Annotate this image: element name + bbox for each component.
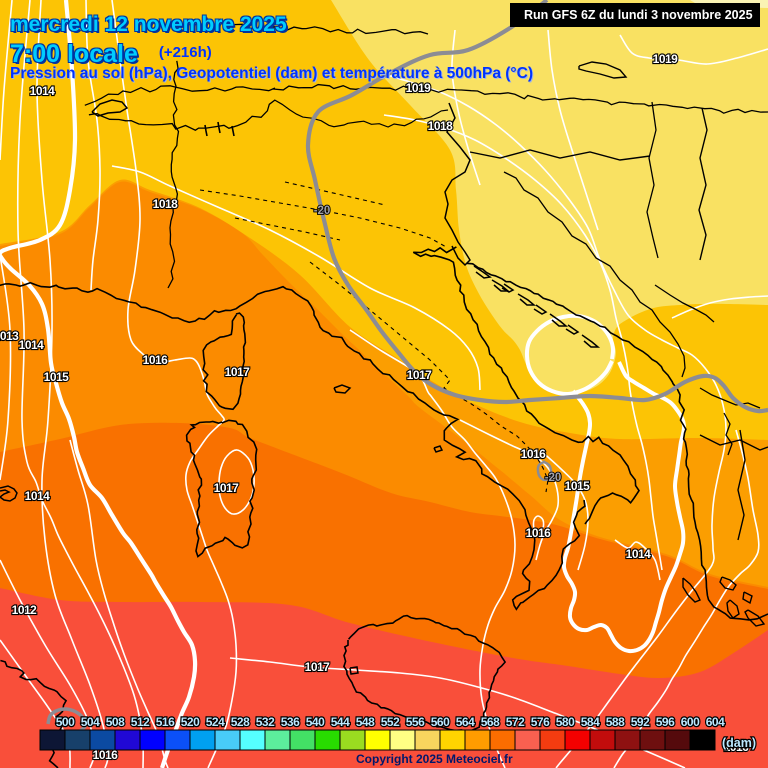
svg-text:520: 520: [181, 715, 200, 729]
svg-text:588: 588: [606, 715, 625, 729]
svg-text:1016: 1016: [521, 447, 547, 461]
svg-text:568: 568: [481, 715, 500, 729]
svg-text:528: 528: [231, 715, 250, 729]
svg-text:536: 536: [281, 715, 300, 729]
svg-text:1016: 1016: [724, 740, 750, 754]
svg-text:572: 572: [506, 715, 525, 729]
svg-text:1012: 1012: [12, 603, 38, 617]
svg-text:1015: 1015: [44, 370, 70, 384]
svg-text:-20: -20: [314, 205, 331, 217]
svg-text:532: 532: [256, 715, 275, 729]
svg-text:604: 604: [706, 715, 725, 729]
svg-text:500: 500: [56, 715, 75, 729]
svg-text:544: 544: [331, 715, 350, 729]
svg-text:516: 516: [156, 715, 175, 729]
svg-text:Copyright 2025 Meteociel.fr: Copyright 2025 Meteociel.fr: [356, 752, 513, 766]
svg-text:1014: 1014: [30, 84, 56, 98]
svg-text:1018: 1018: [428, 119, 454, 133]
svg-text:1016: 1016: [526, 526, 552, 540]
svg-text:560: 560: [431, 715, 450, 729]
svg-text:600: 600: [681, 715, 700, 729]
svg-text:-20: -20: [545, 472, 562, 484]
svg-text:556: 556: [406, 715, 425, 729]
svg-text:512: 512: [131, 715, 150, 729]
svg-text:1019: 1019: [653, 52, 679, 66]
svg-text:1017: 1017: [305, 660, 331, 674]
svg-text:1015: 1015: [565, 479, 591, 493]
svg-text:1014: 1014: [25, 489, 51, 503]
svg-text:1019: 1019: [406, 81, 432, 95]
svg-text:1017: 1017: [407, 368, 433, 382]
svg-text:1016: 1016: [143, 353, 169, 367]
svg-text:504: 504: [81, 715, 100, 729]
svg-text:596: 596: [656, 715, 675, 729]
svg-text:592: 592: [631, 715, 650, 729]
svg-text:564: 564: [456, 715, 475, 729]
svg-text:580: 580: [556, 715, 575, 729]
svg-text:1014: 1014: [19, 338, 45, 352]
svg-text:524: 524: [206, 715, 225, 729]
svg-text:1017: 1017: [225, 365, 251, 379]
svg-text:1016: 1016: [93, 748, 119, 762]
svg-text:508: 508: [106, 715, 125, 729]
svg-text:540: 540: [306, 715, 325, 729]
svg-text:552: 552: [381, 715, 400, 729]
svg-text:1018: 1018: [153, 197, 179, 211]
svg-text:1013: 1013: [0, 329, 19, 343]
svg-text:(dam): (dam): [722, 736, 756, 750]
svg-text:1017: 1017: [214, 481, 240, 495]
svg-text:576: 576: [531, 715, 550, 729]
svg-text:1014: 1014: [626, 547, 652, 561]
svg-text:548: 548: [356, 715, 375, 729]
svg-text:584: 584: [581, 715, 600, 729]
